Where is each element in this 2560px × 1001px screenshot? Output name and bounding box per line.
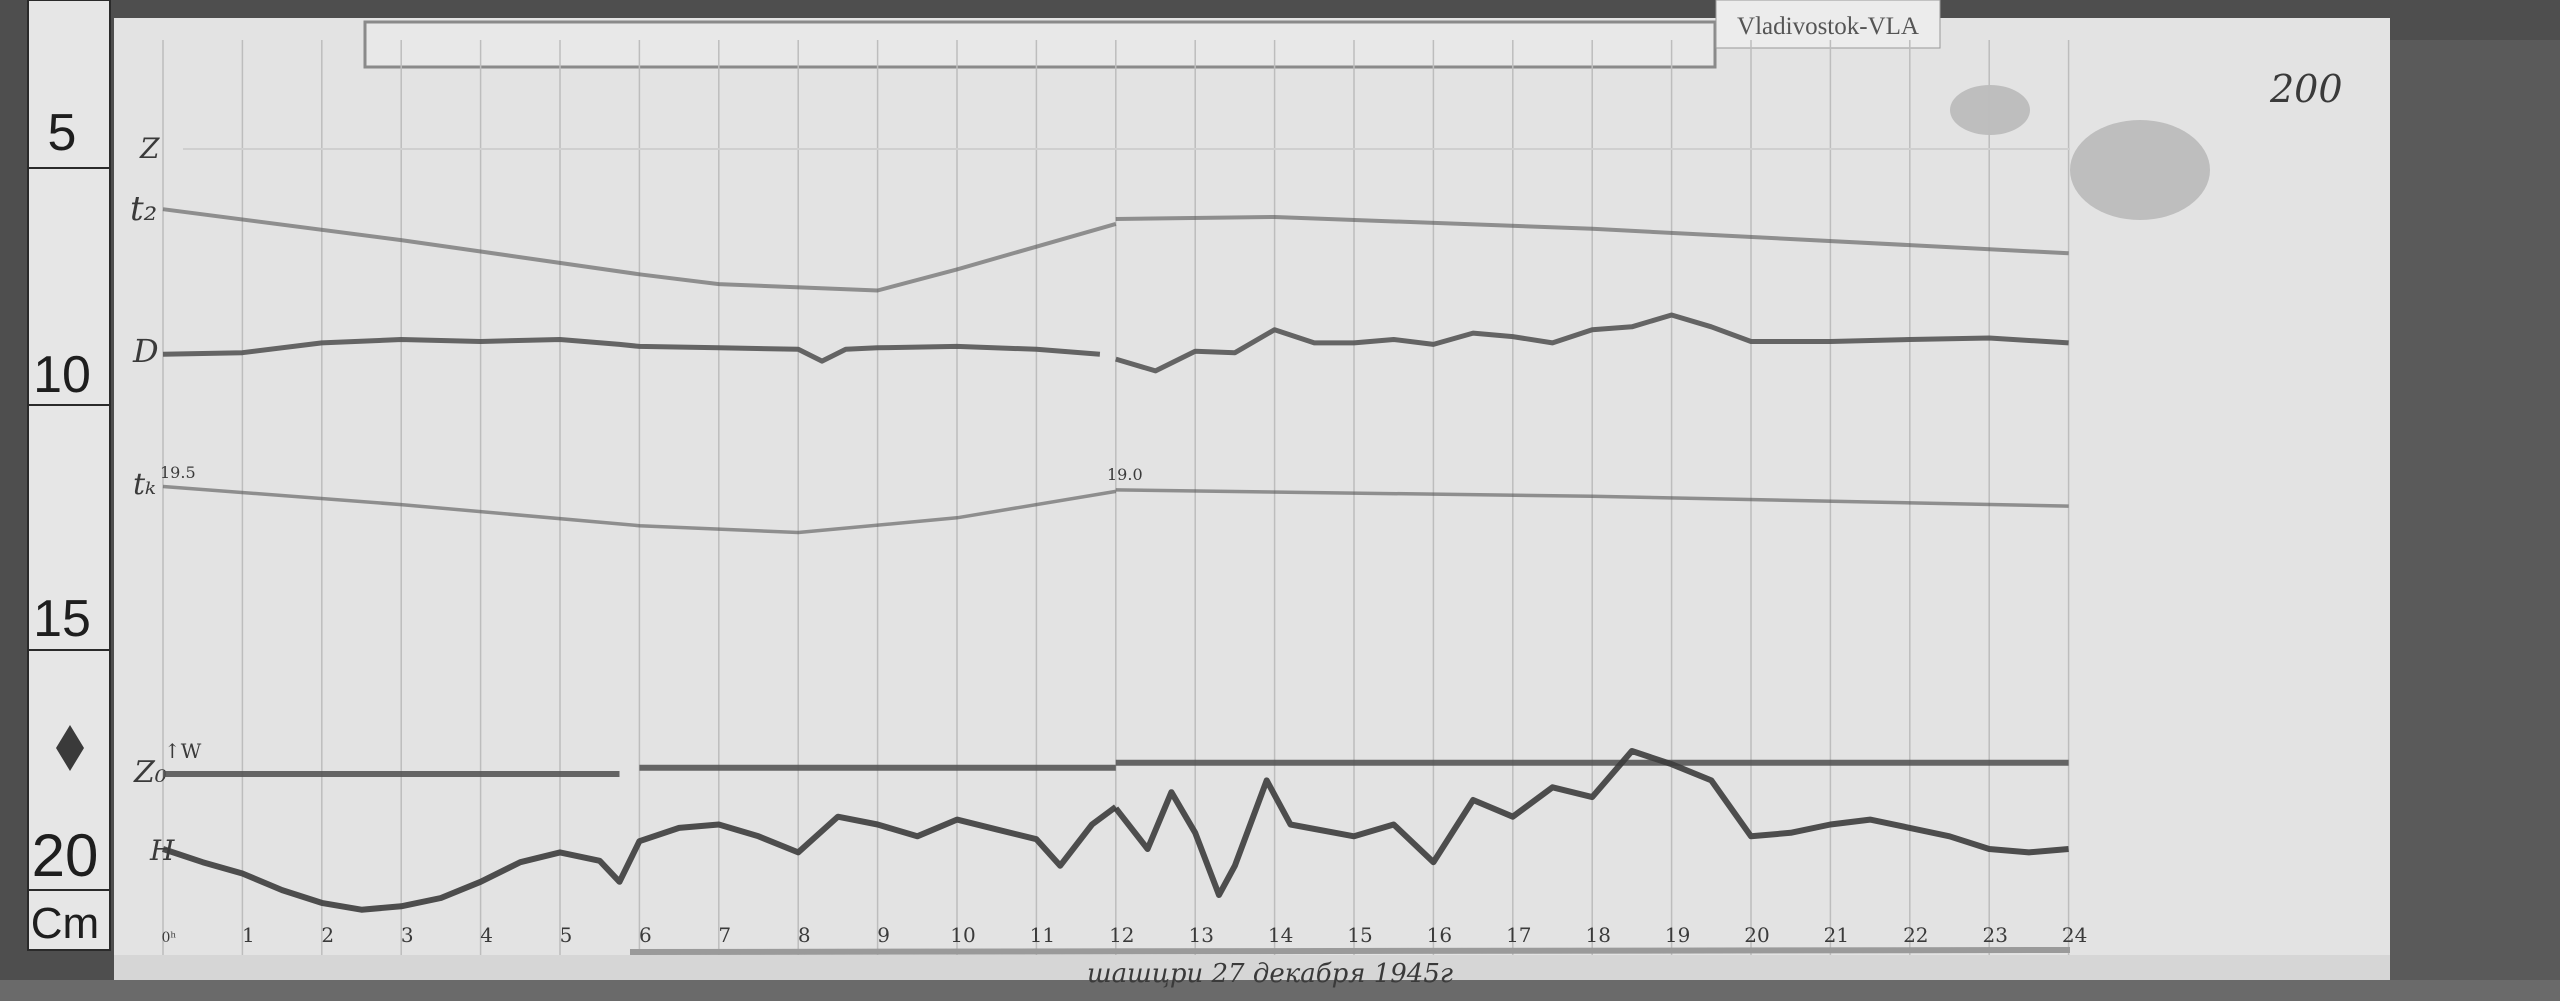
tk-start-value: 19.5 bbox=[160, 463, 196, 482]
trace-d-segment-0 bbox=[162, 337, 1101, 364]
paper-sheet bbox=[114, 18, 2390, 980]
hour-tick-label: 18 bbox=[1585, 923, 1610, 947]
traces bbox=[162, 207, 2069, 913]
label-t2: t₂ bbox=[130, 189, 157, 229]
bottom-baseline bbox=[629, 947, 2071, 955]
diamond-marker-icon bbox=[56, 725, 84, 771]
hour-tick-label: 24 bbox=[2062, 923, 2087, 947]
date-note: шашцри 27 декабря 1945г bbox=[1087, 959, 1453, 989]
ruler-unit: Cm bbox=[31, 899, 99, 948]
ruler-mark-5: 5 bbox=[48, 104, 77, 162]
hour-tick-label: 22 bbox=[1903, 923, 1928, 947]
hour-tick-label: 1 bbox=[242, 923, 255, 947]
hour-tick-label: 21 bbox=[1824, 923, 1849, 947]
bottom-wood-strip bbox=[0, 980, 2560, 1001]
hour-tick-labels: 0ʰ 1 2 3 4 5 6 7 8 9 10 11 12 13 14 15 16 17 18 19 20 21 22 23 2… bbox=[162, 923, 2088, 947]
tk-mid-value: 19.0 bbox=[1107, 465, 1143, 484]
label-z0-arrow: ↑W bbox=[164, 739, 202, 763]
hour-tick-label: 9 bbox=[877, 923, 890, 947]
trace-tk-segment-1 bbox=[1115, 488, 2069, 508]
hour-tick-label: 10 bbox=[950, 923, 975, 947]
hour-tick-label: 4 bbox=[480, 923, 493, 947]
label-z0: Z₀ bbox=[133, 755, 167, 790]
hour-tick-label: 16 bbox=[1427, 923, 1452, 947]
label-z: Z bbox=[139, 132, 160, 165]
hour-tick-label: 0ʰ bbox=[162, 930, 177, 946]
ruler-mark-20: 20 bbox=[32, 822, 99, 889]
hour-tick-label: 5 bbox=[560, 923, 573, 947]
hour-tick-label: 6 bbox=[639, 923, 652, 947]
hour-tick-label: 19 bbox=[1665, 923, 1690, 947]
stain bbox=[2070, 120, 2210, 220]
cm-ruler: 5 10 15 20 Cm bbox=[27, 0, 111, 951]
hour-tick-label: 12 bbox=[1109, 923, 1134, 947]
hour-tick-label: 20 bbox=[1744, 923, 1769, 947]
hour-tick-label: 3 bbox=[401, 923, 414, 947]
station-label-card bbox=[1715, 0, 1941, 49]
trace-d-segment-1 bbox=[1115, 312, 2069, 374]
ruler-mark-10: 10 bbox=[33, 346, 91, 404]
station-label: Vladivostok-VLA bbox=[1737, 13, 1919, 40]
hour-tick-label: 23 bbox=[1982, 923, 2007, 947]
trace-h-segment-0 bbox=[162, 804, 1118, 913]
hour-tick-label: 11 bbox=[1030, 923, 1055, 947]
top-paper-strip bbox=[363, 20, 1717, 69]
hour-grid bbox=[162, 40, 2070, 955]
trace-t2-segment-1 bbox=[1115, 215, 2069, 256]
bottom-paper-strip bbox=[114, 955, 2390, 980]
trace-tk-segment-0 bbox=[162, 484, 1117, 535]
hour-tick-label: 2 bbox=[321, 923, 334, 947]
hour-tick-label: 8 bbox=[798, 923, 811, 947]
sheet-number: 200 bbox=[2269, 67, 2343, 111]
hour-tick-label: 13 bbox=[1188, 923, 1213, 947]
label-tk: tₖ bbox=[133, 467, 156, 502]
stain bbox=[1950, 85, 2030, 135]
label-d: D bbox=[132, 332, 159, 370]
hour-tick-label: 7 bbox=[718, 923, 731, 947]
hour-tick-label: 14 bbox=[1268, 923, 1293, 947]
trace-h-segment-1 bbox=[1113, 748, 2069, 898]
trace-t2-segment-0 bbox=[162, 207, 1117, 293]
hour-tick-label: 15 bbox=[1347, 923, 1372, 947]
hour-tick-label: 17 bbox=[1506, 923, 1531, 947]
right-wood-panel bbox=[2390, 40, 2560, 980]
ruler-mark-15: 15 bbox=[33, 590, 91, 648]
